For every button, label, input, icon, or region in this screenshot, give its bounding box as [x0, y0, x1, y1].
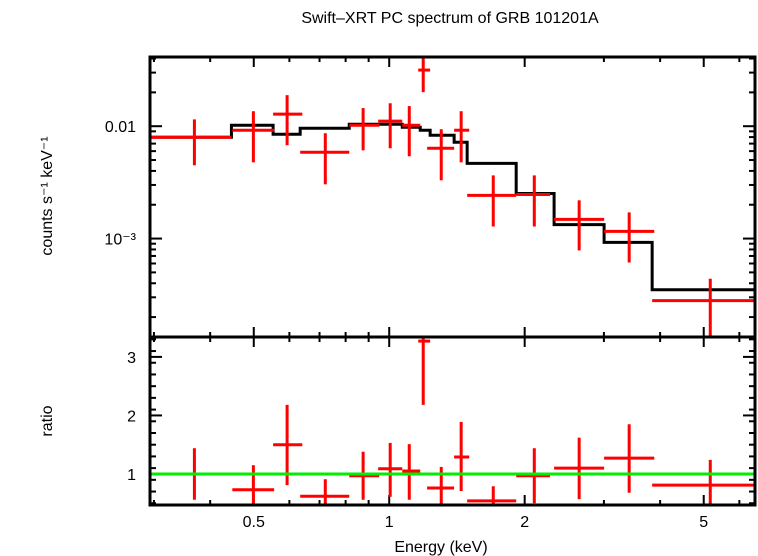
data-point	[454, 111, 470, 163]
data-point	[150, 119, 232, 166]
data-point	[427, 129, 455, 181]
data-point	[300, 133, 350, 185]
y-tick-label: 0.01	[105, 119, 136, 136]
data-point	[516, 175, 551, 227]
y-axis-label-bottom: ratio	[39, 405, 56, 436]
ratio-point	[467, 486, 517, 505]
data-point	[604, 212, 655, 263]
spectrum-frame	[148, 55, 757, 339]
ratio-point	[300, 479, 350, 505]
ratio-point	[516, 448, 551, 504]
ratio-point	[454, 421, 470, 491]
ratio-point	[554, 437, 605, 500]
data-point	[232, 111, 275, 163]
ratio-panel: 1 2 3 0.5 1 2 5	[127, 335, 757, 531]
data-point	[349, 108, 380, 151]
y-tick-label: 3	[127, 350, 136, 367]
y-tick-label: 10⁻³	[104, 232, 136, 249]
x-tick-label: 2	[520, 514, 529, 531]
data-point	[652, 278, 755, 337]
x-tick-label: 1	[385, 514, 394, 531]
y-tick-label: 2	[127, 408, 136, 425]
model-step-line	[150, 122, 755, 292]
x-tick-label: 5	[699, 514, 708, 531]
data-point	[402, 106, 421, 157]
ratio-point	[232, 465, 275, 505]
data-point	[554, 200, 605, 251]
ratio-point	[604, 424, 655, 493]
spectrum-panel: 0.01 10⁻³	[104, 55, 757, 339]
ratio-point	[273, 404, 303, 486]
ratio-point	[652, 459, 755, 505]
y-tick-label: 1	[127, 467, 136, 484]
ratio-point	[402, 444, 421, 500]
ratio-point	[418, 337, 431, 405]
ratio-point	[349, 451, 380, 500]
data-point	[273, 95, 303, 146]
data-point	[378, 103, 403, 149]
data-point	[418, 57, 431, 93]
x-tick-label: 0.5	[243, 514, 265, 531]
data-point	[467, 175, 517, 227]
y-axis-label-top: counts s⁻¹ keV⁻¹	[39, 136, 56, 255]
x-axis-label: Energy (keV)	[394, 539, 487, 556]
ratio-point	[378, 442, 403, 497]
chart-title: Swift–XRT PC spectrum of GRB 101201A	[301, 10, 599, 27]
ratio-frame	[148, 335, 757, 507]
